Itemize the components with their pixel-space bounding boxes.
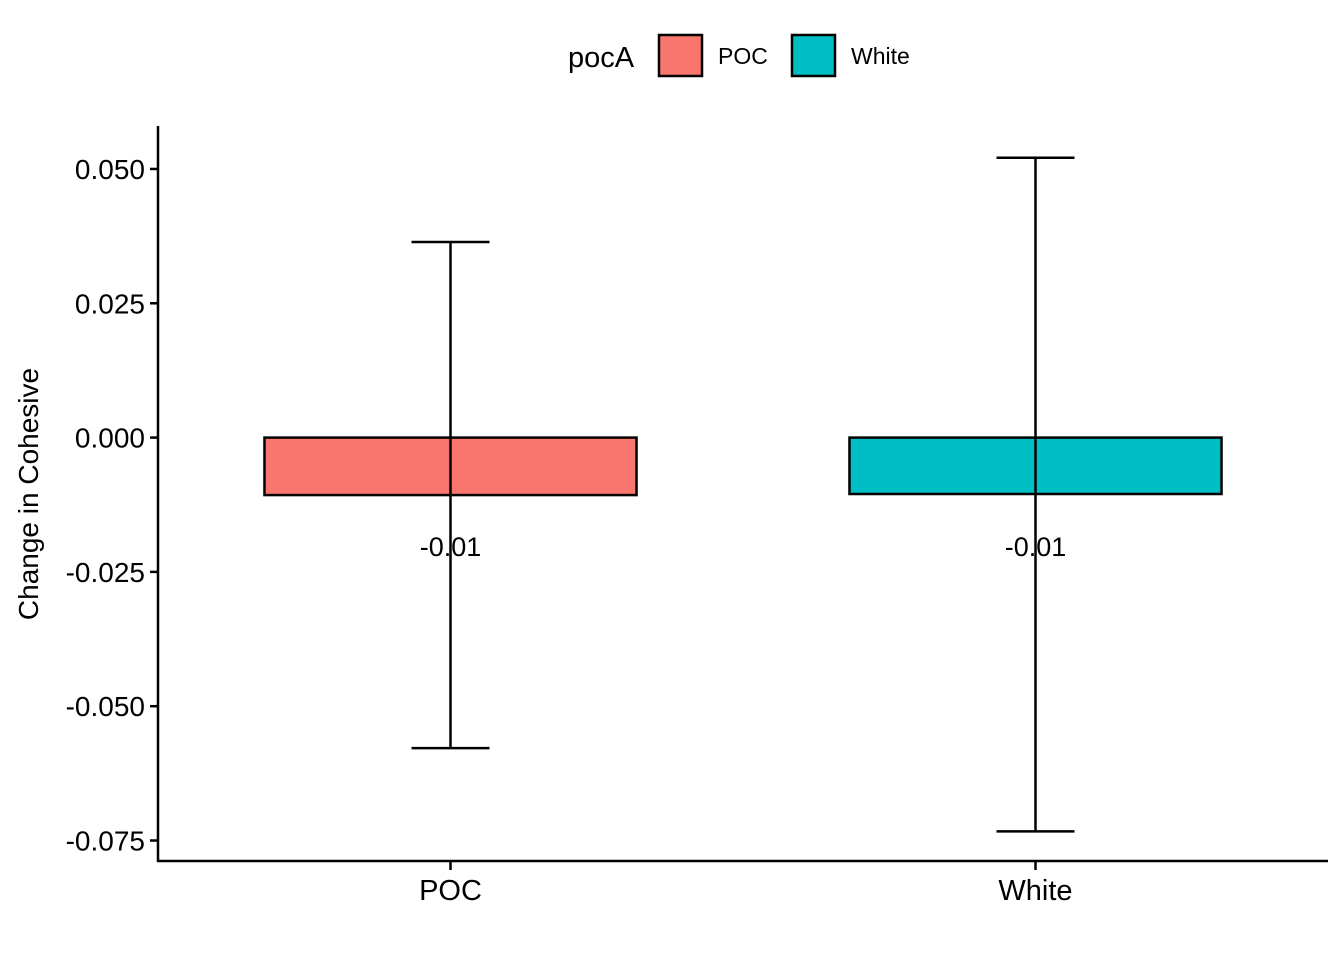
y-tick-label: -0.050 xyxy=(66,691,145,722)
data-label: -0.01 xyxy=(420,532,482,562)
legend-key-poc xyxy=(657,33,704,78)
y-axis-ticks: 0.050 0.025 0.000 -0.025 -0.050 -0.075 xyxy=(66,154,158,857)
legend-label-white: White xyxy=(851,43,910,69)
x-tick-label: POC xyxy=(419,875,482,907)
legend: pocA POC White xyxy=(568,33,910,78)
x-axis-ticks: POC White xyxy=(419,861,1073,907)
data-labels: -0.01 -0.01 xyxy=(420,532,1067,562)
legend-key-white xyxy=(790,33,837,78)
y-tick-label: 0.025 xyxy=(75,288,145,319)
y-axis-label: Change in Cohesive xyxy=(13,368,44,620)
y-tick-label: -0.075 xyxy=(66,826,145,857)
x-tick-label: White xyxy=(998,875,1072,907)
y-tick-label: 0.000 xyxy=(75,423,145,454)
y-tick-label: 0.050 xyxy=(75,154,145,185)
legend-title: pocA xyxy=(568,42,635,74)
legend-label-poc: POC xyxy=(718,43,768,69)
error-bars xyxy=(411,156,1075,833)
y-tick-label: -0.025 xyxy=(66,557,145,588)
data-label: -0.01 xyxy=(1005,532,1067,562)
bars xyxy=(263,436,1223,497)
